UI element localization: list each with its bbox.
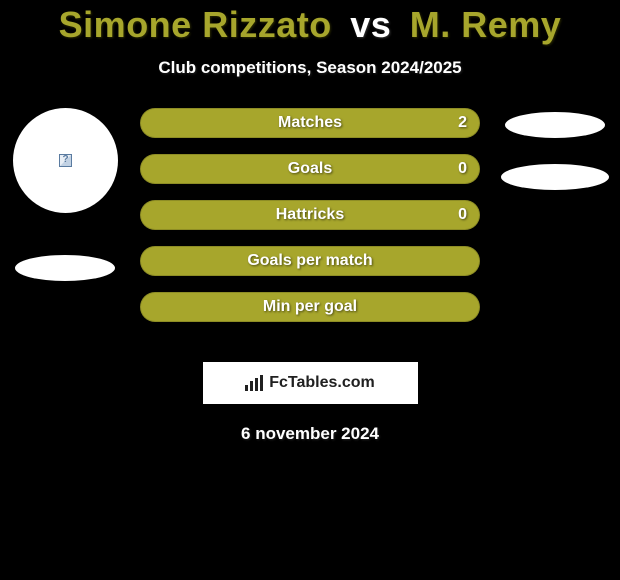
player2-shadow-2 [501,164,609,190]
stat-value: 0 [458,160,467,178]
brand-badge: FcTables.com [203,362,418,404]
stat-label: Matches [278,114,342,132]
stat-bars: Matches 2 Goals 0 Hattricks 0 Goals per … [140,108,480,338]
stat-bar-hattricks: Hattricks 0 [140,200,480,230]
player1-shadow [15,255,115,281]
player2-column [495,108,615,190]
stat-bar-goals-per-match: Goals per match [140,246,480,276]
stat-value: 2 [458,114,467,132]
title-block: Simone Rizzato vs M. Remy [0,0,620,46]
player2-shadow-1 [505,112,605,138]
date-text: 6 november 2024 [0,424,620,444]
stat-bar-min-per-goal: Min per goal [140,292,480,322]
image-placeholder-icon [59,154,72,167]
stat-label: Goals per match [247,252,372,270]
player1-name: Simone Rizzato [59,4,332,45]
vs-text: vs [350,4,391,45]
comparison-area: Matches 2 Goals 0 Hattricks 0 Goals per … [0,108,620,348]
player1-column [5,108,125,281]
stat-bar-matches: Matches 2 [140,108,480,138]
player2-name: M. Remy [410,4,562,45]
bar-chart-icon [245,375,265,391]
brand-text: FcTables.com [269,374,375,392]
subtitle: Club competitions, Season 2024/2025 [0,58,620,78]
player1-avatar [13,108,118,213]
stat-label: Goals [288,160,332,178]
stat-label: Min per goal [263,298,357,316]
page-title: Simone Rizzato vs M. Remy [0,4,620,46]
stat-label: Hattricks [276,206,344,224]
stat-bar-goals: Goals 0 [140,154,480,184]
stat-value: 0 [458,206,467,224]
